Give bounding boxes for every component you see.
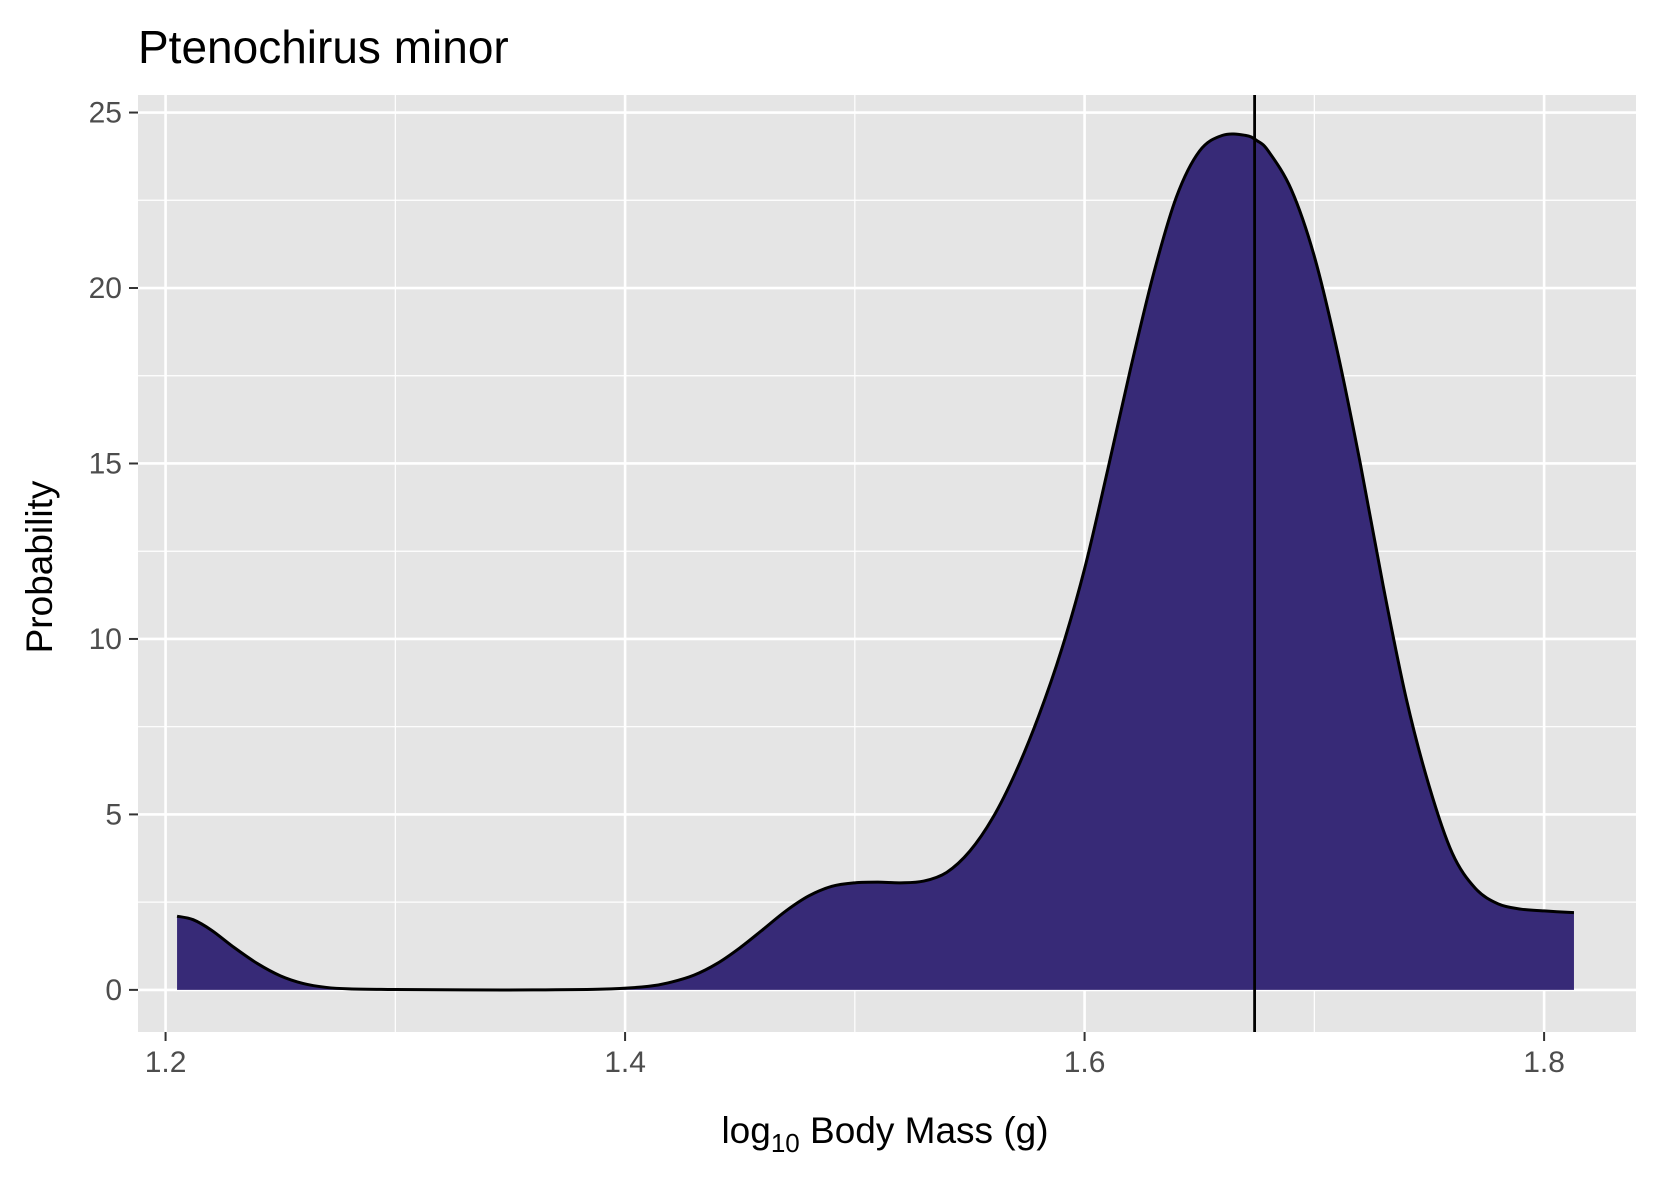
y-tick-label: 20 [89, 272, 122, 305]
axes: 1.2 1.4 1.6 1.8 0 5 10 15 20 25 [89, 97, 1565, 1079]
x-axis-title: log10 Body Mass (g) [721, 1110, 1048, 1158]
y-tick-label: 25 [89, 97, 122, 130]
chart-title: Ptenochirus minor [138, 21, 509, 73]
y-tick-label: 0 [105, 974, 122, 1007]
x-tick-label: 1.2 [145, 1046, 187, 1079]
y-tick-label: 15 [89, 447, 122, 480]
density-area-group [176, 95, 1575, 1032]
y-tick-label: 10 [89, 623, 122, 656]
y-tick-label: 5 [105, 798, 122, 831]
y-axis-title: Probability [19, 480, 60, 653]
x-tick-label: 1.6 [1064, 1046, 1106, 1079]
x-tick-label: 1.4 [604, 1046, 646, 1079]
x-tick-label: 1.8 [1523, 1046, 1565, 1079]
density-curve-line [176, 132, 1575, 992]
density-area-fill [177, 133, 1574, 990]
